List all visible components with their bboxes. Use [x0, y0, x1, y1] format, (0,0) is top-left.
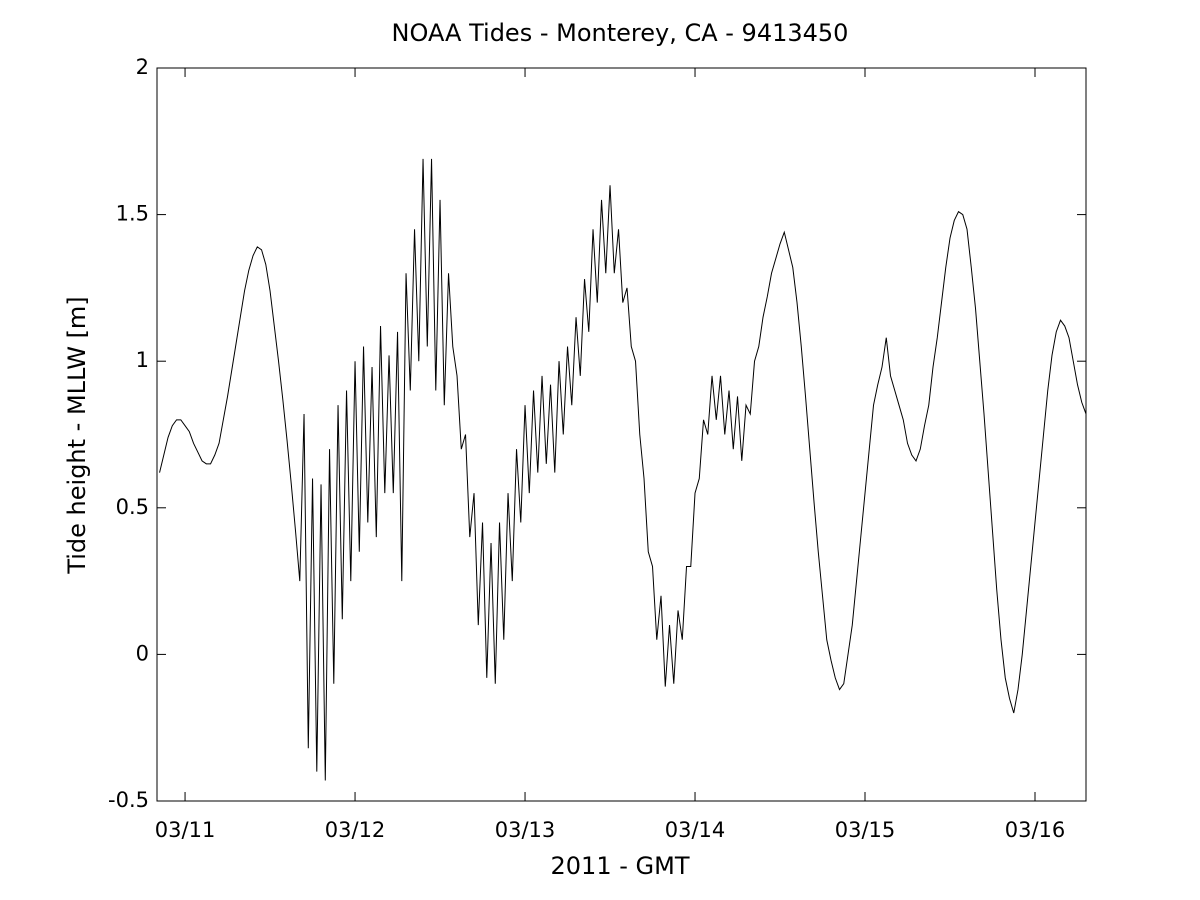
- y-tick-label: 1.5: [116, 202, 149, 226]
- y-tick-label: -0.5: [108, 788, 149, 812]
- x-tick-label: 03/14: [665, 818, 726, 842]
- x-tick-label: 03/12: [325, 818, 386, 842]
- x-tick-label: 03/15: [835, 818, 896, 842]
- y-tick-label: 1: [136, 348, 149, 372]
- y-axis-label: Tide height - MLLW [m]: [63, 296, 91, 574]
- plot-area: [156, 67, 1087, 802]
- y-tick-label: 2: [136, 55, 149, 79]
- x-axis-label: 2011 - GMT: [551, 852, 690, 880]
- chart-title: NOAA Tides - Monterey, CA - 9413450: [392, 19, 849, 47]
- data-line: [159, 158, 1087, 781]
- x-tick-label: 03/11: [155, 818, 216, 842]
- y-tick-label: 0: [136, 641, 149, 665]
- y-tick-label: 0.5: [116, 495, 149, 519]
- x-tick-label: 03/13: [495, 818, 556, 842]
- x-tick-label: 03/16: [1005, 818, 1066, 842]
